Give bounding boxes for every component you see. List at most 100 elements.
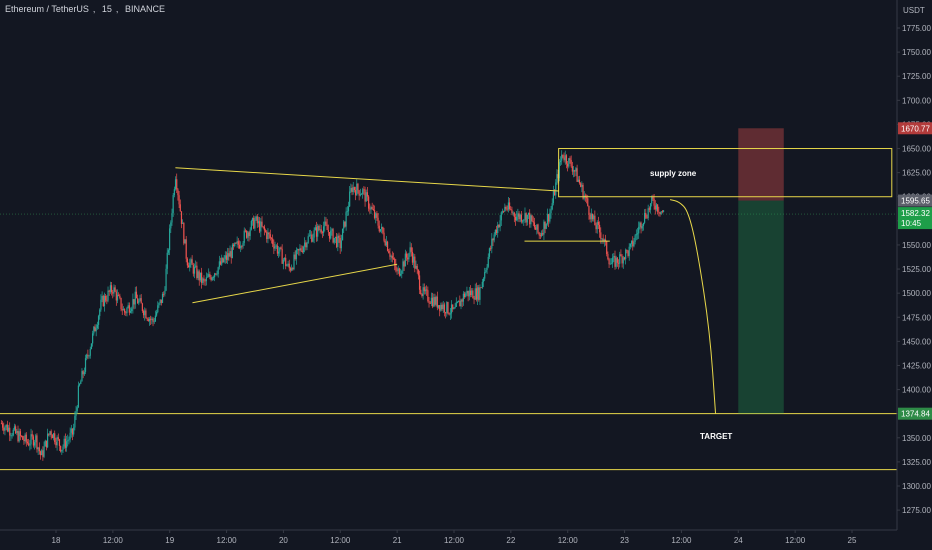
symbol-header[interactable]: Ethereum / TetherUS, 15, BINANCE xyxy=(5,4,165,14)
candle-body xyxy=(633,241,635,247)
candle-body xyxy=(211,277,213,281)
candle-body xyxy=(508,202,511,209)
candle-body xyxy=(520,214,523,222)
candle-body xyxy=(19,431,21,436)
candle-body xyxy=(301,250,303,253)
candle-body xyxy=(140,298,142,304)
candle-body xyxy=(295,250,297,260)
candle-body xyxy=(434,297,436,305)
candle-body xyxy=(159,299,161,303)
candle-body xyxy=(524,213,526,220)
candle-body xyxy=(35,435,37,443)
candle-body xyxy=(101,295,103,300)
candle-body xyxy=(65,441,68,448)
candle-body xyxy=(550,209,552,214)
candle-body xyxy=(238,244,241,249)
candle-body xyxy=(339,237,341,249)
candle-body xyxy=(16,430,18,434)
candle-body xyxy=(78,383,81,386)
candle-body xyxy=(532,221,534,223)
candle-body xyxy=(323,226,325,233)
candle-body xyxy=(177,189,179,196)
candle-body xyxy=(630,240,633,244)
candle-body xyxy=(201,272,203,283)
candle-body xyxy=(33,442,36,446)
candle-body xyxy=(223,258,225,263)
candle-body xyxy=(352,187,354,193)
candle-body xyxy=(95,328,97,332)
candle-body xyxy=(422,287,424,297)
candle-body xyxy=(544,221,546,229)
candle-body xyxy=(455,302,457,307)
candle-body xyxy=(465,293,467,298)
candle-body xyxy=(609,263,611,265)
candle-body xyxy=(402,261,404,271)
candle-body xyxy=(344,221,346,227)
candle-body xyxy=(70,428,72,433)
candle-body xyxy=(397,268,399,271)
candle-body xyxy=(384,240,386,246)
candle-body xyxy=(394,258,396,265)
candle-body xyxy=(461,299,463,302)
candle-body xyxy=(208,274,210,277)
candle-body xyxy=(52,433,55,439)
candle-body xyxy=(163,293,165,295)
candle-body xyxy=(250,220,252,230)
time-axis[interactable]: 18 12:00 19 12:00 20 12:00 21 12:00 22 12:00 23 12:… xyxy=(0,529,897,545)
candle-body xyxy=(298,249,300,251)
candle-body xyxy=(20,435,23,437)
candle-body xyxy=(321,232,324,234)
candle-body xyxy=(94,326,96,332)
candle-body xyxy=(386,241,389,251)
candle-body xyxy=(116,294,119,301)
candle-body xyxy=(641,225,643,229)
candle-body xyxy=(561,154,563,161)
candle-body xyxy=(468,290,470,297)
candle-body xyxy=(26,441,29,444)
candle-body xyxy=(24,434,26,442)
candle-body xyxy=(17,430,19,442)
candle-body xyxy=(556,174,558,183)
price-axis[interactable]: 1275.001300.001325.001350.001375.001400.… xyxy=(896,0,931,530)
candle-body xyxy=(533,222,536,228)
candle-body xyxy=(225,255,228,260)
candle-body xyxy=(253,217,255,229)
candle-body xyxy=(338,235,340,238)
candle-body xyxy=(635,234,637,236)
candle-body xyxy=(505,206,507,209)
candle-body xyxy=(513,212,515,218)
candle-body xyxy=(167,250,170,253)
candle-body xyxy=(359,194,361,196)
candle-body xyxy=(467,290,469,297)
candle-body xyxy=(197,271,199,279)
candle-body xyxy=(118,294,120,296)
candle-body xyxy=(128,305,130,313)
position-zones xyxy=(738,128,784,414)
candle-body xyxy=(325,221,327,225)
candle-body xyxy=(420,289,422,294)
candle-body xyxy=(653,198,655,206)
candle-body xyxy=(471,290,473,296)
candle-body xyxy=(369,208,371,210)
candle-body xyxy=(363,189,365,191)
candle-body xyxy=(87,354,89,356)
candle-body xyxy=(102,295,104,307)
candle-body xyxy=(340,240,342,249)
candle-body xyxy=(636,233,639,235)
candle-body xyxy=(155,312,158,316)
candle-body xyxy=(551,203,553,210)
candle-body xyxy=(204,280,206,282)
time-tick-label: 12:00 xyxy=(217,536,238,545)
candle-body xyxy=(606,241,608,255)
candle-body xyxy=(29,444,31,446)
price-tick-label: 1450.00 xyxy=(902,337,931,346)
candle-body xyxy=(261,221,263,227)
candle-body xyxy=(57,437,59,440)
candle-body xyxy=(291,268,293,271)
candle-body xyxy=(125,312,127,314)
candle-body xyxy=(608,259,610,265)
candle-body xyxy=(634,235,636,242)
candle-body xyxy=(2,423,4,428)
entry-price-tag: 1595.65 xyxy=(901,197,930,206)
